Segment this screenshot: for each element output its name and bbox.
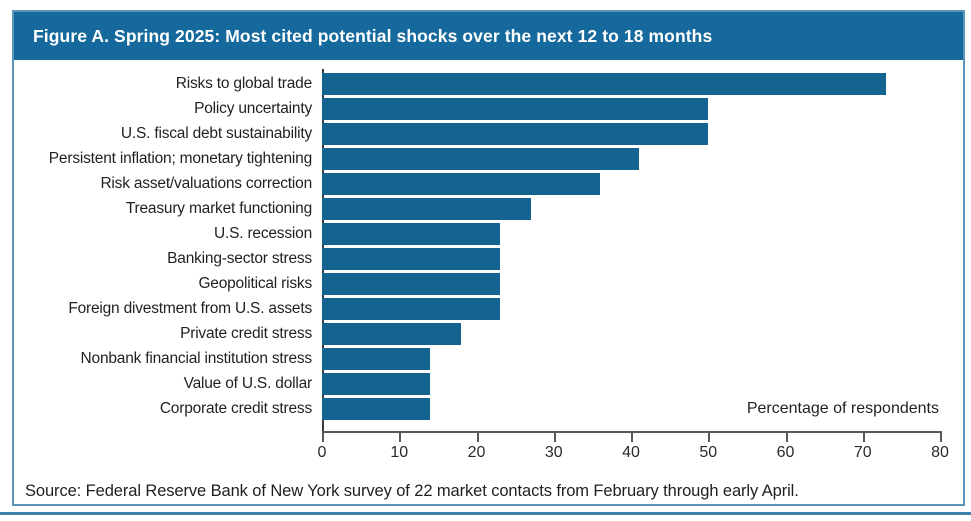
bar (322, 72, 886, 95)
category-label: Risk asset/valuations correction (100, 174, 312, 192)
category-label: Geopolitical risks (198, 274, 312, 292)
category-label: U.S. recession (214, 224, 312, 242)
category-label: Risks to global trade (175, 74, 312, 92)
chart-row: Private credit stress (14, 321, 963, 346)
x-tick-label: 0 (317, 444, 327, 461)
category-label: Nonbank financial institution stress (80, 349, 313, 367)
bar (322, 347, 431, 370)
x-tick (708, 431, 711, 442)
x-tick-label: 50 (699, 444, 718, 461)
bar (322, 197, 531, 220)
category-label: Value of U.S. dollar (183, 374, 313, 392)
chart-row: Risk asset/valuations correction (14, 171, 963, 196)
bar (322, 122, 709, 145)
x-tick-label: 70 (853, 444, 872, 461)
figure-frame: Figure A. Spring 2025: Most cited potent… (12, 10, 965, 506)
category-label: Persistent inflation; monetary tightenin… (48, 149, 312, 167)
x-tick (476, 431, 479, 442)
bar (322, 397, 431, 420)
category-label: Private credit stress (180, 324, 312, 342)
bar (322, 372, 431, 395)
x-axis-title: Percentage of respondents (746, 400, 939, 417)
bar-chart: Risks to global trade Policy uncertainty U… (14, 60, 963, 461)
figure-title-bar: Figure A. Spring 2025: Most cited potent… (14, 12, 963, 60)
chart-row: U.S. recession (14, 221, 963, 246)
chart-row: Policy uncertainty (14, 96, 963, 121)
bar-rows: Risks to global trade Policy uncertainty U… (14, 71, 963, 421)
chart-row: Treasury market functioning (14, 196, 963, 221)
category-label: Policy uncertainty (194, 99, 312, 117)
category-label: Banking-sector stress (167, 249, 312, 267)
bar (322, 222, 500, 245)
chart-row: Foreign divestment from U.S. assets (14, 296, 963, 321)
x-tick-label: 60 (776, 444, 795, 461)
x-tick-label: 20 (467, 444, 486, 461)
x-tick (631, 431, 633, 442)
chart-row: Risks to global trade (14, 71, 963, 96)
bar (322, 247, 500, 270)
x-tick-label: 40 (622, 444, 640, 461)
x-tick (399, 431, 402, 442)
bar (322, 322, 462, 345)
chart-row: Banking-sector stress (14, 246, 963, 271)
category-label: Corporate credit stress (159, 399, 312, 417)
chart-row: Nonbank financial institution stress (14, 346, 963, 371)
figure-title: Figure A. Spring 2025: Most cited potent… (33, 25, 713, 46)
x-tick (322, 431, 324, 442)
bar (322, 297, 500, 320)
x-tick-label: 30 (544, 444, 563, 461)
chart-row: Persistent inflation; monetary tightenin… (14, 146, 963, 171)
chart-row: Geopolitical risks (14, 271, 963, 296)
category-label: U.S. fiscal debt sustainability (120, 124, 312, 142)
x-tick (940, 431, 942, 442)
x-tick-label: 10 (390, 444, 409, 461)
x-tick (785, 431, 788, 442)
x-tick (862, 431, 865, 442)
bar (322, 272, 500, 295)
bar (322, 172, 601, 195)
chart-row: U.S. fiscal debt sustainability (14, 121, 963, 146)
x-tick-label: 80 (931, 444, 949, 461)
category-label: Foreign divestment from U.S. assets (68, 299, 312, 317)
chart-row: Value of U.S. dollar (14, 371, 963, 396)
page-divider-rule (0, 512, 971, 515)
source-note: Source: Federal Reserve Bank of New York… (25, 482, 799, 500)
bar (322, 147, 639, 170)
category-label: Treasury market functioning (125, 199, 312, 217)
bar (322, 97, 709, 120)
x-tick (553, 431, 556, 442)
chart-row: Corporate credit stress (14, 396, 963, 421)
